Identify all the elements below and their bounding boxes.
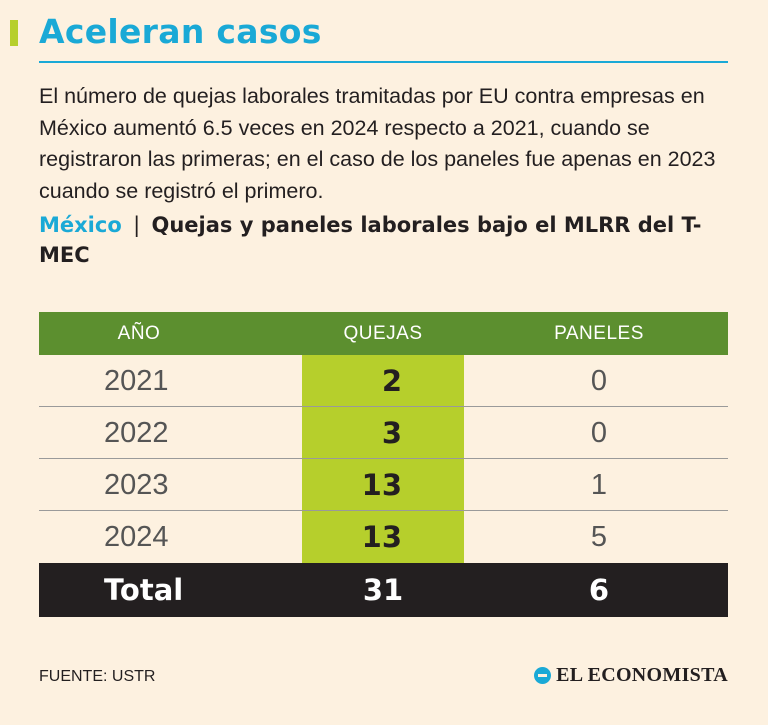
table-header: AÑO QUEJAS PANELES [39, 312, 728, 355]
header-quejas: QUEJAS [343, 323, 423, 344]
table-row: 2024 13 5 [39, 511, 728, 563]
cell-paneles: 0 [590, 417, 608, 449]
title-divider [39, 61, 728, 63]
title-accent-bar [10, 20, 18, 46]
cell-year: 2024 [104, 521, 169, 553]
total-row: Total 31 6 [39, 563, 728, 617]
subheading-separator: | [133, 213, 141, 237]
quejas-column-highlight [302, 355, 464, 563]
brand-e-icon [534, 667, 552, 684]
page-title: Aceleran casos [39, 12, 322, 51]
cell-paneles: 5 [590, 521, 608, 553]
table-row: 2023 13 1 [39, 459, 728, 511]
cell-year: 2023 [104, 469, 169, 501]
header-year: AÑO [117, 323, 161, 344]
brand-name: EL ECONOMISTA [556, 664, 728, 686]
cell-quejas: 13 [361, 520, 402, 554]
subheading-text: Quejas y paneles laborales bajo el MLRR … [39, 213, 702, 267]
cell-quejas: 13 [361, 468, 402, 502]
row-divider [39, 406, 728, 407]
subheading-country: México [39, 213, 122, 237]
row-divider [39, 510, 728, 511]
row-divider [39, 458, 728, 459]
total-paneles: 6 [588, 573, 610, 607]
brand-logo: EL ECONOMISTA [534, 664, 728, 687]
cell-paneles: 1 [590, 469, 608, 501]
total-quejas: 31 [362, 573, 404, 607]
table-subheading: México | Quejas y paneles laborales bajo… [39, 210, 728, 270]
intro-paragraph: El número de quejas laborales tramitadas… [39, 84, 716, 203]
table-row: 2021 2 0 [39, 355, 728, 407]
cell-quejas: 2 [381, 364, 402, 398]
total-label: Total [104, 573, 184, 607]
cell-paneles: 0 [590, 365, 608, 397]
cell-quejas: 3 [381, 416, 402, 450]
cell-year: 2022 [104, 417, 169, 449]
cell-year: 2021 [104, 365, 169, 397]
table-row: 2022 3 0 [39, 407, 728, 459]
header-paneles: PANELES [554, 323, 644, 344]
source-note: FUENTE: USTR [39, 668, 156, 685]
